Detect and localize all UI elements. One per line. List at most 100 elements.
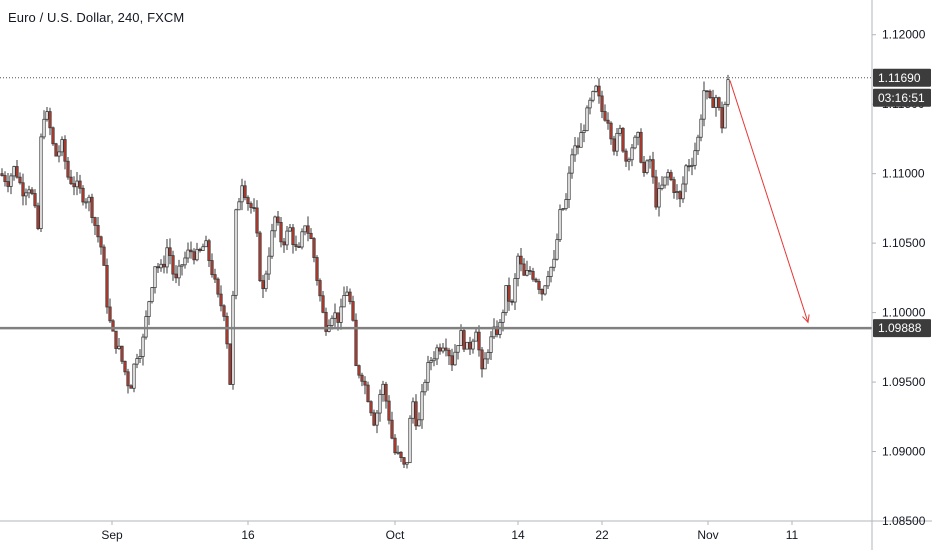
candle-down — [252, 207, 256, 209]
candle-up — [201, 246, 205, 251]
x-tick-label: 11 — [786, 528, 799, 542]
candle-up — [525, 270, 529, 276]
candle-up — [552, 258, 556, 268]
candle-down — [99, 236, 103, 248]
candle-down — [246, 197, 250, 205]
candle-down — [528, 270, 532, 272]
candle-up — [636, 131, 640, 138]
candle-down — [444, 347, 448, 351]
candle-up — [579, 132, 583, 148]
candle-down — [282, 241, 286, 246]
candle-up — [441, 347, 445, 352]
candle-down — [102, 246, 106, 266]
candle-up — [264, 273, 268, 290]
candle-down — [510, 300, 514, 303]
candle-up — [423, 381, 427, 393]
candle-up — [483, 358, 487, 370]
candle-up — [117, 345, 121, 349]
candle-up — [375, 412, 379, 426]
candle-up — [567, 172, 571, 200]
candle-up — [696, 136, 700, 152]
candle-down — [228, 343, 232, 385]
candle-down — [687, 165, 691, 168]
candle-up — [27, 189, 31, 194]
x-tick-label: 14 — [511, 528, 525, 542]
candle-up — [684, 165, 688, 185]
x-tick-label: Oct — [386, 528, 405, 542]
x-axis[interactable]: Sep 16 Oct 14 22 Nov 11 — [101, 521, 799, 542]
candle-down — [171, 255, 175, 275]
candle-down — [477, 331, 481, 351]
candle-down — [414, 401, 418, 427]
candle-down — [651, 159, 655, 178]
candle-down — [108, 306, 112, 322]
candle-up — [630, 147, 634, 161]
candle-down — [276, 216, 280, 223]
candle-up — [135, 358, 139, 365]
candle-down — [51, 127, 55, 145]
candle-down — [69, 176, 73, 185]
candle-up — [231, 294, 235, 385]
candle-down — [360, 374, 364, 382]
candle-down — [372, 412, 376, 426]
candle-down — [291, 227, 295, 246]
x-tick-label: 16 — [241, 528, 255, 542]
candle-up — [132, 363, 136, 389]
candle-up — [75, 180, 79, 188]
candle-up — [714, 97, 718, 108]
x-tick-label: Nov — [697, 528, 718, 542]
candle-up — [405, 462, 409, 465]
candle-down — [90, 196, 94, 218]
candle-up — [39, 136, 43, 229]
candle-up — [486, 352, 490, 360]
candle-down — [54, 143, 58, 157]
candle-up — [186, 249, 190, 259]
candle-down — [324, 311, 328, 332]
candle-up — [504, 285, 508, 314]
candle-down — [126, 371, 130, 387]
candle-up — [657, 188, 661, 208]
candle-down — [309, 232, 313, 239]
candle-up — [240, 185, 244, 203]
y-axis[interactable]: 1.120001.115001.110001.105001.100001.095… — [872, 28, 926, 528]
candle-down — [402, 457, 406, 465]
candle-down — [462, 330, 466, 350]
candle-up — [378, 394, 382, 414]
candle-down — [624, 150, 628, 162]
y-tick-label: 1.08500 — [882, 514, 926, 528]
candle-up — [345, 291, 349, 296]
candle-down — [480, 349, 484, 370]
candle-down — [48, 111, 52, 129]
candle-up — [342, 295, 346, 308]
candle-up — [516, 255, 520, 279]
candle-up — [588, 99, 592, 109]
candle-down — [306, 225, 310, 234]
candle-down — [210, 260, 214, 276]
candle-down — [96, 225, 100, 238]
candle-up — [453, 351, 457, 366]
candle-up — [693, 150, 697, 166]
candle-up — [429, 360, 433, 363]
candle-up — [456, 345, 460, 353]
candle-up — [177, 265, 181, 279]
candle-up — [558, 209, 562, 241]
candle-down — [222, 305, 226, 317]
chart-title: Euro / U.S. Dollar, 240, FXCM — [8, 10, 185, 25]
candle-up — [426, 362, 430, 383]
candle-up — [549, 266, 553, 277]
candle-down — [129, 385, 133, 389]
y-tick-label: 1.10000 — [882, 306, 926, 320]
candle-up — [591, 91, 595, 101]
candle-down — [189, 249, 193, 253]
candle-down — [597, 85, 601, 97]
candle-down — [225, 315, 229, 345]
candle-up — [573, 145, 577, 156]
candle-up — [204, 240, 208, 248]
candle-up — [489, 336, 493, 353]
candle-up — [633, 136, 637, 149]
candle-down — [321, 295, 325, 313]
candle-up — [84, 201, 88, 204]
candle-up — [273, 216, 277, 232]
candle-up — [411, 401, 415, 419]
